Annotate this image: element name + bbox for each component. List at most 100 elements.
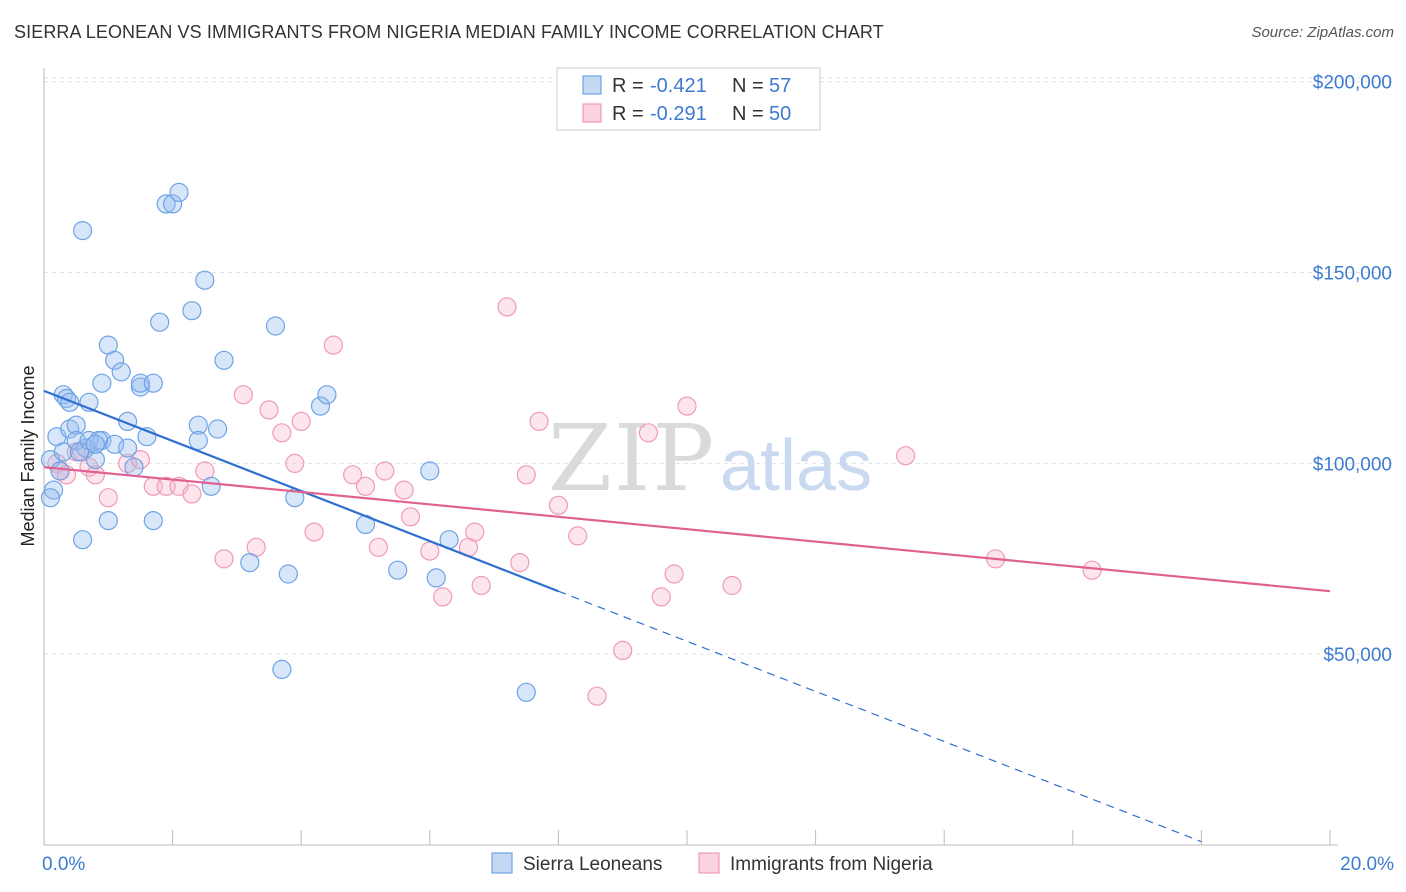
nigeria-point [291,411,311,431]
nigeria-point [323,335,343,355]
sierra-point [169,182,189,202]
sierra-point [188,415,208,435]
watermark-atlas: atlas [720,426,872,506]
nigeria-point [259,400,279,420]
sierra-point [182,301,202,321]
nigeria-point [568,526,588,546]
nigeria-point [394,480,414,500]
correlation-legend: R = -0.421 N = 57 R = -0.291 N = 50 [556,67,821,131]
nigeria-point [375,461,395,481]
legend-r-label-1: R = [612,75,644,97]
series-nigeria-points [47,297,1102,706]
sierra-point [143,373,163,393]
bottom-legend-label-1: Sierra Leoneans [523,854,662,875]
nigeria-point [130,450,150,470]
nigeria-point [548,495,569,515]
nigeria-point [529,411,549,431]
legend-n-label-1: N = [732,75,764,97]
series-sierra-points [40,182,536,702]
sierra-point [188,430,208,451]
legend-r-value-1: -0.421 [650,75,707,97]
y-tick-label: $200,000 [1313,73,1392,94]
trend-line-sierra-extension [558,590,1202,843]
trend-lines [43,389,1331,843]
sierra-point [317,385,337,405]
x-ticks [172,830,1331,845]
nigeria-point [587,686,607,706]
nigeria-point [1082,560,1102,580]
series-legend: Sierra Leoneans Immigrants from Nigeria [491,852,933,875]
nigeria-point [677,396,697,416]
nigeria-point [355,476,376,496]
y-tick-label: $150,000 [1313,264,1392,285]
nigeria-point [510,552,530,573]
sierra-point [214,350,234,370]
sierra-point [150,312,170,332]
legend-n-value-2: 50 [769,103,791,125]
sierra-point [111,362,131,382]
sierra-point [72,221,93,241]
nigeria-point [98,488,118,508]
sierra-point [195,270,215,290]
sierra-point [53,442,73,462]
chart-title: SIERRA LEONEAN VS IMMIGRANTS FROM NIGERI… [14,22,884,42]
sierra-point [310,396,331,416]
x-tick-label-min: 0.0% [42,854,85,875]
legend-n-label-2: N = [732,103,764,125]
legend-n-value-1: 57 [769,75,791,97]
sierra-point [156,194,176,214]
sierra-point [105,350,125,370]
nigeria-point [233,385,253,405]
legend-swatch-blue [582,75,602,95]
sierra-point [516,682,536,702]
nigeria-point [722,575,742,596]
nigeria-point [182,484,202,504]
nigeria-point [516,465,536,485]
sierra-point [272,659,292,680]
nigeria-point [651,587,671,607]
sierra-point [163,194,183,214]
sierra-point [50,461,70,481]
sierra-point [124,457,144,477]
sierra-point [117,438,138,458]
sierra-point [388,560,408,580]
sierra-point [85,450,106,470]
nigeria-point [420,541,440,561]
legend-r-value-2: -0.291 [650,103,707,125]
nigeria-point [613,640,633,661]
sierra-point [92,373,112,393]
legend-swatch-pink [582,103,602,123]
source-label: Source: ZipAtlas.com [1251,24,1394,41]
sierra-point [98,510,118,531]
sierra-point [265,316,286,336]
nigeria-point [85,465,106,485]
nigeria-point [433,587,453,607]
sierra-point [85,434,106,454]
y-axis-label: Median Family Income [18,365,38,546]
nigeria-point [272,423,292,443]
y-tick-label: $50,000 [1323,645,1392,666]
nigeria-point [497,297,517,317]
bottom-legend-swatch-pink [698,852,720,874]
sierra-point [143,510,163,531]
sierra-point [89,430,109,451]
sierra-point [278,564,298,584]
sierra-point [40,488,61,508]
nigeria-point [343,465,363,485]
sierra-point [60,392,80,412]
sierra-point [208,419,228,439]
sierra-point [426,568,446,588]
sierra-point [66,415,86,435]
watermark-zip: ZIP [548,405,716,512]
nigeria-point [368,537,388,557]
nigeria-point [214,549,234,569]
sierra-point [420,461,440,481]
nigeria-point [895,446,916,466]
trend-line-nigeria [43,466,1331,593]
nigeria-point [465,522,485,542]
sierra-point [240,552,260,573]
legend-r-label-2: R = [612,103,644,125]
y-tick-labels: $50,000 $100,000 $150,000 $200,000 [1313,73,1392,666]
nigeria-point [664,564,684,584]
